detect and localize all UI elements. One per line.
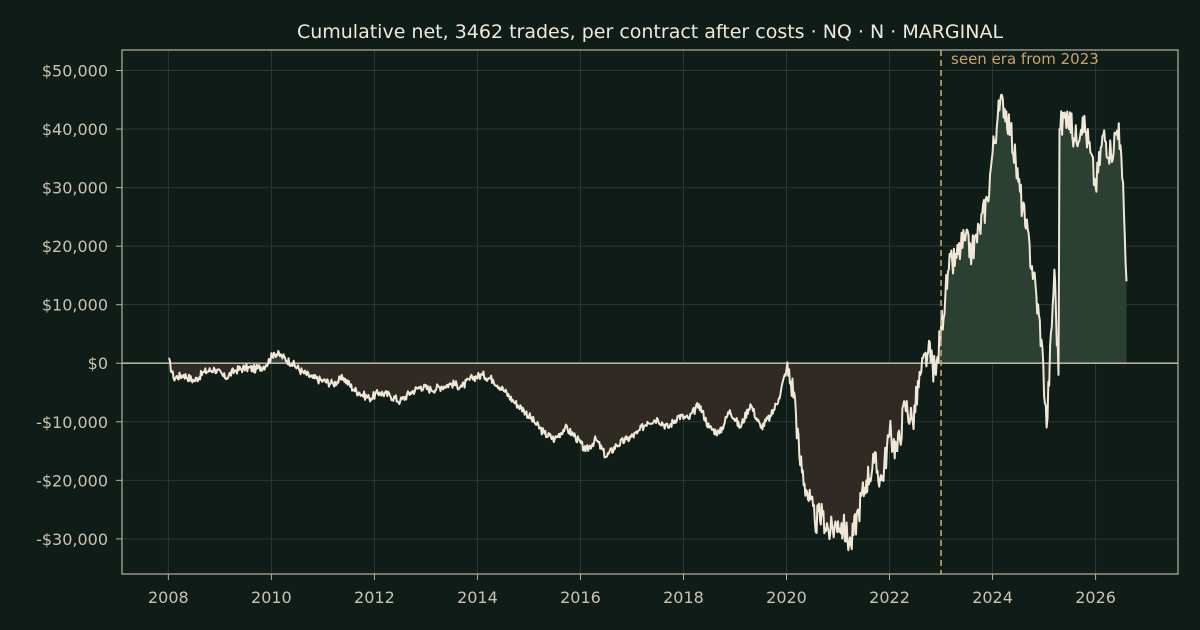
y-tick-label: $20,000 <box>42 237 108 256</box>
x-tick-label: 2022 <box>869 588 910 607</box>
x-tick-label: 2024 <box>972 588 1013 607</box>
x-tick-label: 2014 <box>457 588 498 607</box>
y-tick-label: -$10,000 <box>36 413 108 432</box>
label-layer: 2008 2010 2012 2014 2016 2018 2020 2022 2024 2026… <box>36 61 1116 607</box>
marker-layer: seen era from 2023 <box>940 50 1099 574</box>
x-tick-label: 2026 <box>1075 588 1116 607</box>
x-tick-label: 2010 <box>251 588 292 607</box>
negative-area-fill <box>170 363 1059 551</box>
x-tick-label: 2020 <box>766 588 807 607</box>
y-tick-label: -$30,000 <box>36 530 108 549</box>
y-tick-label: $10,000 <box>42 296 108 315</box>
line-layer <box>168 93 1128 552</box>
y-tick-label: $30,000 <box>42 179 108 198</box>
x-tick-label: 2016 <box>560 588 601 607</box>
x-tick-label: 2008 <box>148 588 189 607</box>
y-tick-label: -$20,000 <box>36 471 108 490</box>
plot-frame <box>121 49 1179 575</box>
y-tick-label: $40,000 <box>42 120 108 139</box>
x-tick-label: 2018 <box>663 588 704 607</box>
chart-title: Cumulative net, 3462 trades, per contrac… <box>297 21 1003 43</box>
y-tick-label: $50,000 <box>42 61 108 80</box>
area-layer <box>168 94 1127 551</box>
tick-layer <box>116 69 1097 580</box>
positive-area-fill <box>168 94 1127 364</box>
cumulative-net-line <box>168 93 1128 552</box>
x-tick-label: 2012 <box>354 588 395 607</box>
era-marker-label: seen era from 2023 <box>951 50 1099 68</box>
y-tick-label: $0 <box>88 354 108 373</box>
